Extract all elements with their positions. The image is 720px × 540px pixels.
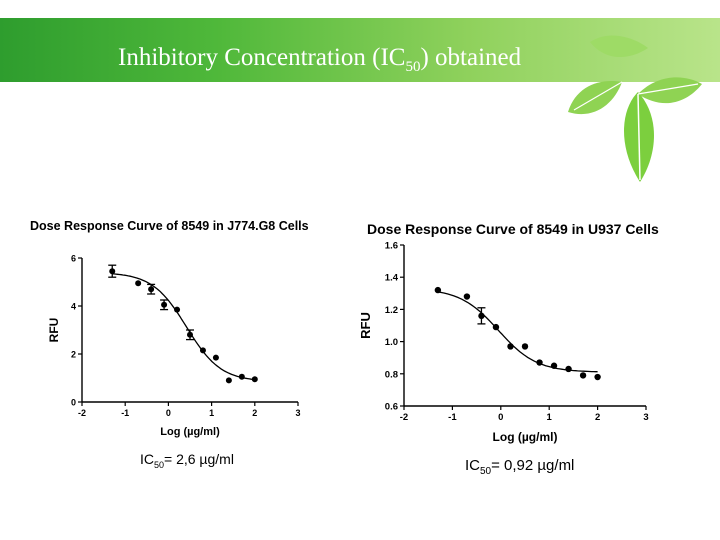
chart2-data-point [550,362,558,369]
chart1-ic50-value: = 2,6 µg/ml [164,451,234,467]
chart2-data-point [463,293,471,300]
chart1-y-tick-label: 4 [71,302,76,312]
chart1-x-tick-label: -2 [78,408,86,418]
chart2-y-tick-label: 1.4 [385,273,399,284]
chart1-fit-curve [112,273,255,381]
chart2-x-tick-label: 2 [595,412,600,423]
chart1-x-axis-label: Log (µg/ml) [160,426,220,438]
chart1-y-tick-label: 2 [71,350,76,360]
chart1-data-point [135,280,142,287]
chart2-x-tick-label: 3 [643,412,648,423]
chart1-x-tick-label: 1 [209,408,214,418]
chart1-data-point [212,354,219,361]
chart2-x-tick-label: 1 [547,412,553,423]
chart2-y-tick-label: 1.2 [385,305,398,316]
title-subscript: 50 [405,59,421,75]
chart2-x-tick-label: -1 [448,412,457,423]
chart2-data-point [507,343,514,350]
leaf-top-icon [590,35,648,58]
chart1-x-tick-label: 2 [252,408,257,418]
chart1-x-tick-label: 0 [166,408,171,418]
chart1-data-point [225,377,232,384]
chart2-x-tick-label: -2 [400,412,408,423]
chart1-title: Dose Response Curve of 8549 in J774.G8 C… [30,219,309,233]
chart2-data-point [594,373,601,381]
chart2-data-point [521,343,529,350]
chart1-data-point [187,331,193,338]
chart2-title: Dose Response Curve of 8549 in U937 Cell… [367,221,659,237]
chart1-data-point [174,306,181,313]
chart1-x-tick-label: 3 [295,408,300,418]
chart2-x-axis-label: Log (µg/ml) [493,430,558,444]
chart1-y-tick-label: 0 [71,398,76,408]
chart1-data-point [148,286,155,293]
chart2-data-point [434,286,442,294]
chart2-y-tick-label: 0.6 [385,402,398,413]
chart2-ic50-value: = 0,92 µg/ml [491,457,575,474]
chart1-data-point [161,301,168,308]
chart2-data-point [478,312,485,320]
chart1-data-point [251,376,258,383]
chart2-data-point [492,323,500,331]
chart2-data-point [579,372,587,379]
chart2-y-tick-label: 1.0 [385,337,398,348]
chart1-ic50-subscript: 50 [154,460,165,470]
chart2-ic50-label: IC50= 0,92 µg/ml [465,457,574,477]
chart2-fit-curve [437,291,598,373]
chart2-x-tick-label: 0 [498,412,503,423]
chart1-ic50-prefix: IC [140,451,154,467]
chart1-x-tick-label: -1 [121,408,129,418]
chart1-y-tick-label: 6 [71,254,76,264]
slide-title: Inhibitory Concentration (IC50) obtained [118,44,521,76]
chart2-y-tick-label: 0.8 [385,369,398,380]
chart1-data-point [238,373,245,380]
chart1-ic50-label: IC50= 2,6 µg/ml [140,451,234,470]
chart1-data-point [199,347,206,354]
chart2-y-tick-label: 1.6 [385,241,398,252]
chart1-y-axis-label: RFU [47,318,61,343]
chart2-y-axis-label: RFU [358,312,373,339]
chart1-data-point [109,268,116,275]
chart2-data-point [565,365,572,373]
title-text: Inhibitory Concentration (IC [118,44,406,71]
leaf-right-icon [638,77,702,104]
leaf-decoration-icon [568,35,702,182]
chart2-ic50-subscript: 50 [480,466,492,477]
chart2-ic50-prefix: IC [465,457,480,474]
chart2-data-point [536,359,543,366]
title-suffix: ) obtained [420,44,522,71]
